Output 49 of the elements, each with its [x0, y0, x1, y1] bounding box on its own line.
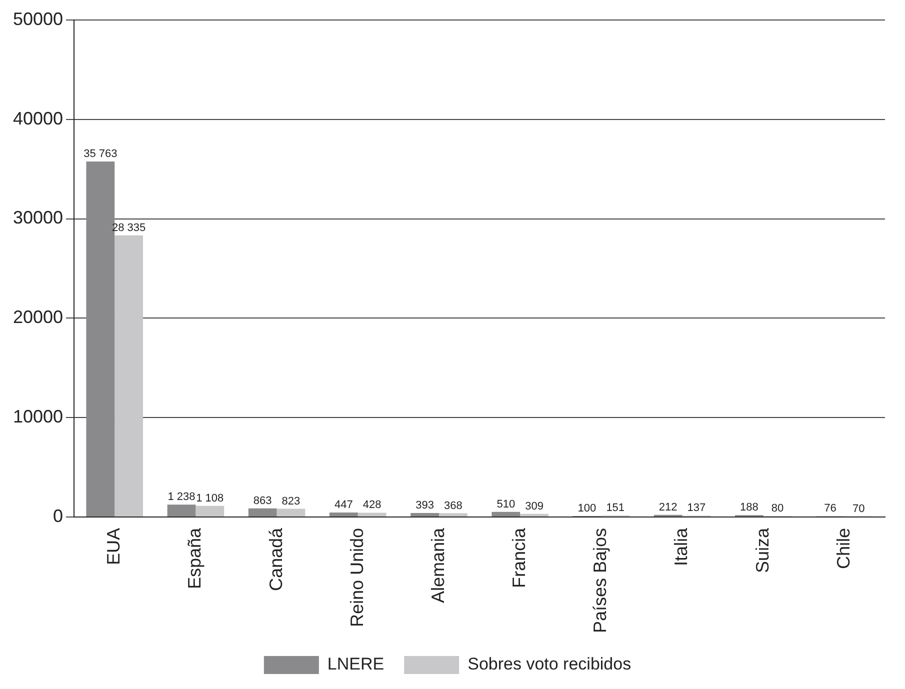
data-label: 188	[740, 502, 758, 514]
data-label: 80	[771, 502, 784, 515]
data-label: 368	[444, 500, 462, 512]
bar	[276, 508, 306, 516]
data-label: 823	[282, 495, 300, 508]
data-label: 393	[416, 500, 434, 512]
bar	[167, 504, 196, 516]
data-label: 1 108	[196, 492, 224, 504]
x-tick-label: Francia	[509, 526, 530, 588]
y-tick-label: 20000	[12, 307, 64, 328]
x-tick-label: Italia	[671, 526, 692, 566]
bar	[492, 512, 520, 516]
bar	[438, 513, 468, 516]
x-tick-label: Suiza	[752, 526, 772, 573]
legend-label: LNERE	[327, 654, 384, 674]
bar	[358, 512, 386, 516]
data-label: 28 335	[112, 222, 146, 234]
bar	[248, 508, 277, 516]
data-label: 100	[578, 502, 596, 514]
y-tick-label: 30000	[12, 208, 64, 228]
x-tick-label: Reino Unido	[346, 528, 367, 628]
bar	[330, 512, 358, 516]
bar	[520, 514, 548, 516]
x-tick-label: Chile	[833, 528, 854, 569]
y-tick-label: 0	[53, 506, 64, 526]
y-tick-label: 40000	[12, 108, 64, 128]
data-label: 212	[658, 501, 678, 514]
bar	[114, 235, 143, 516]
data-label: 137	[687, 502, 706, 514]
bar	[196, 506, 224, 516]
x-tick-label: Alemania	[428, 526, 448, 603]
y-tick-label: 10000	[12, 406, 64, 427]
data-label: 35 763	[84, 148, 118, 160]
x-tick-label: Canadá	[266, 526, 286, 592]
x-tick-label: Países Bajos	[590, 528, 610, 634]
data-label: 510	[496, 498, 516, 510]
bar	[410, 513, 439, 516]
x-tick-label: EUA	[104, 528, 124, 565]
data-label: 863	[253, 494, 272, 507]
data-label: 70	[852, 502, 865, 515]
y-tick-label: 50000	[12, 8, 64, 29]
data-label: 1 238	[168, 491, 196, 504]
legend-label: Sobres voto recibidos	[468, 654, 632, 674]
data-label: 151	[606, 502, 625, 514]
x-tick-label: España	[184, 526, 205, 590]
data-label: 76	[824, 502, 836, 515]
data-label: 309	[525, 500, 544, 512]
data-label: 447	[334, 499, 353, 512]
data-label: 428	[362, 499, 382, 512]
